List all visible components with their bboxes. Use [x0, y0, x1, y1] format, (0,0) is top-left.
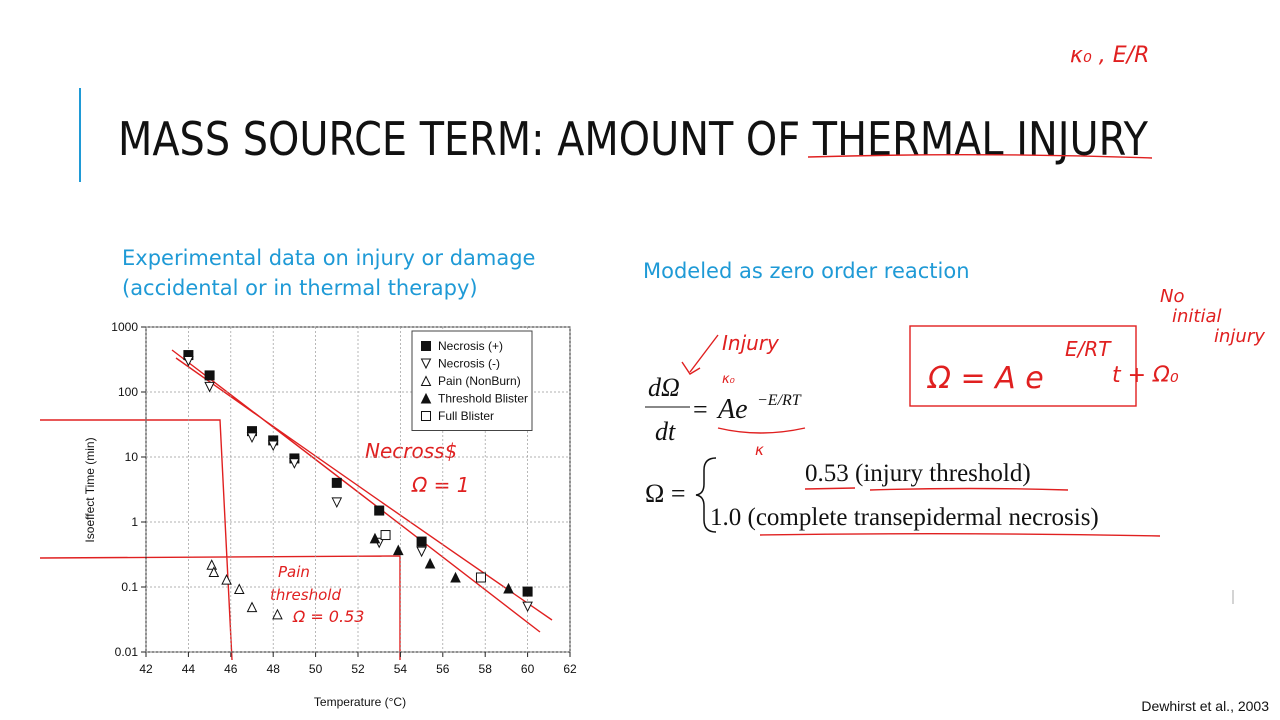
case: 0.53 (injury threshold): [805, 460, 1031, 487]
y-tick-label: 1: [131, 515, 138, 529]
brace-mark: [717, 427, 806, 434]
annotation: Pain: [278, 563, 310, 581]
eq-exponent: −E/RT: [757, 392, 802, 409]
point: [183, 355, 194, 367]
omega-lhs: Ω =: [645, 479, 686, 508]
chart: Temperature (°C) Isoeffect Time (min) Ne…: [39, 320, 577, 709]
box: [909, 325, 1137, 407]
point: [267, 440, 279, 452]
annotation: κ: [755, 441, 764, 459]
x-tick-label: 58: [479, 662, 493, 676]
legend-marker: [421, 411, 431, 421]
annotation: E/RT: [1065, 337, 1112, 361]
x-tick-label: 62: [563, 662, 577, 676]
legend-label: Necrosis (+): [438, 339, 503, 353]
legend-marker: [420, 392, 432, 404]
citation: Dewhirst et al., 2003: [1141, 698, 1269, 714]
annotation: κ₀: [722, 372, 736, 387]
annotation: Necross$: [365, 439, 457, 463]
x-axis-label: Temperature (°C): [314, 695, 406, 709]
point: [221, 573, 232, 585]
underline: [759, 487, 1161, 537]
point: [206, 559, 218, 570]
point: [374, 505, 385, 516]
x-tick-label: 48: [267, 662, 281, 676]
legend-marker: [420, 358, 432, 370]
right-text: Modeled as zero order reaction: [643, 259, 970, 283]
point: [416, 536, 427, 547]
point: [204, 370, 215, 381]
annotation: threshold: [270, 586, 341, 604]
legend-marker: [420, 375, 432, 386]
underline: [807, 154, 1153, 159]
annotation: Ω = 1: [411, 473, 469, 497]
legend-label: Necrosis (-): [438, 357, 500, 371]
point: [392, 544, 404, 556]
legend-box: [411, 330, 533, 431]
point: [522, 601, 533, 613]
point: [424, 557, 436, 569]
left-text: (accidental or in thermal therapy): [122, 276, 478, 300]
point: [289, 458, 300, 469]
annotation: κ₀ , E/R: [1070, 43, 1149, 68]
point: [416, 546, 427, 558]
point: [475, 572, 486, 583]
annotation: Ω = A e: [926, 361, 1044, 396]
annotation: initial: [1172, 306, 1222, 327]
point: [369, 532, 381, 544]
point: [522, 586, 533, 597]
eq-numerator: dΩ: [648, 373, 680, 402]
handwritten-line: [39, 349, 553, 661]
eq-rhs: Ae: [716, 394, 748, 425]
eq-equals: =: [693, 395, 708, 424]
slide-title: MASS SOURCE TERM: AMOUNT OF THERMAL INJU…: [118, 112, 1149, 166]
x-tick-label: 60: [521, 662, 535, 676]
x-tick-label: 42: [139, 662, 153, 676]
point: [503, 582, 514, 594]
legend-label: Full Blister: [438, 409, 494, 423]
point: [380, 530, 391, 541]
case: 1.0 (complete transepidermal necrosis): [710, 504, 1099, 531]
x-tick-label: 54: [394, 662, 408, 676]
annotation: t + Ω₀: [1112, 363, 1179, 388]
brace: [695, 457, 717, 533]
x-tick-label: 46: [224, 662, 238, 676]
x-tick-label: 44: [182, 662, 196, 676]
point: [450, 571, 461, 583]
x-tick-label: 56: [436, 662, 450, 676]
y-tick-label: 1000: [111, 320, 138, 334]
x-tick-label: 52: [351, 662, 365, 676]
legend-label: Threshold Blister: [438, 392, 528, 406]
point: [272, 608, 283, 620]
point: [233, 583, 245, 595]
annotation: Ω = 0.53: [292, 607, 364, 626]
y-tick-label: 0.01: [115, 645, 139, 659]
point: [331, 477, 342, 488]
annotation: Injury: [722, 331, 780, 355]
annotation: No: [1160, 286, 1184, 307]
arrow: [681, 334, 719, 375]
point: [246, 432, 258, 444]
y-tick-label: 100: [118, 385, 138, 399]
y-axis-label: Isoeffect Time (min): [83, 437, 97, 542]
y-tick-label: 0.1: [121, 580, 138, 594]
left-text: Experimental data on injury or damage: [122, 246, 535, 270]
annotation: injury: [1214, 326, 1265, 347]
x-tick-label: 50: [309, 662, 323, 676]
point: [208, 566, 220, 578]
eq-denominator: dt: [655, 417, 676, 446]
legend-label: Pain (NonBurn): [438, 374, 521, 388]
y-tick-label: 10: [125, 450, 139, 464]
point: [204, 381, 215, 393]
legend-marker: [421, 341, 431, 351]
point: [246, 601, 258, 613]
point: [331, 497, 343, 509]
